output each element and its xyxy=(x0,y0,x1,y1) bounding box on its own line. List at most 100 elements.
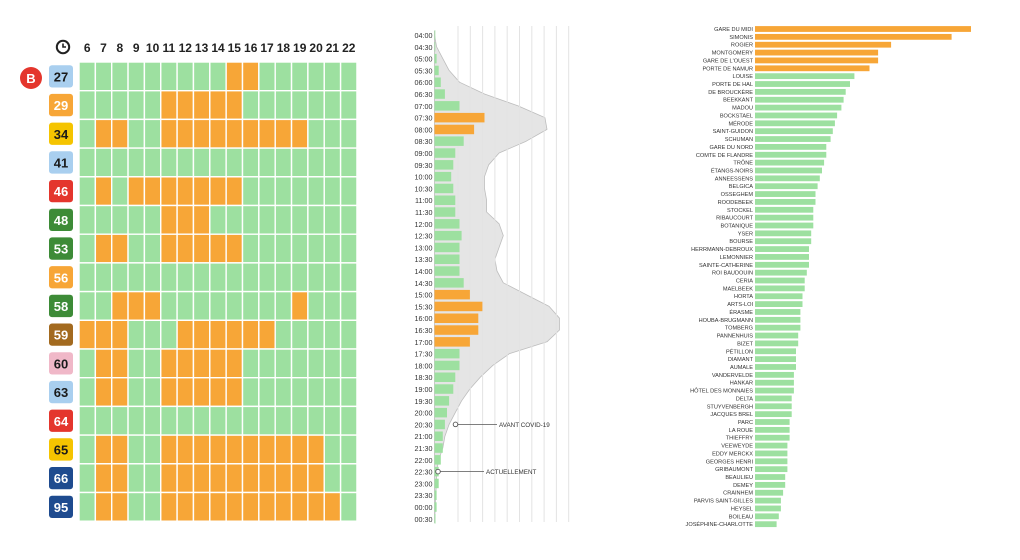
hour-label: 7 xyxy=(100,41,107,55)
hour-cell xyxy=(110,348,129,379)
hour-cell xyxy=(339,290,358,322)
station-label: BOTANIQUE xyxy=(720,224,753,230)
hour-cell xyxy=(143,434,162,465)
hour-cell xyxy=(127,89,146,121)
hour-cell xyxy=(160,405,178,436)
line-number: 95 xyxy=(54,500,68,515)
time-bar xyxy=(434,443,443,453)
line-badge xyxy=(49,180,73,203)
hour-cell xyxy=(290,463,309,494)
hour-cell xyxy=(78,463,97,494)
hour-cell xyxy=(323,61,342,92)
hour-cell xyxy=(160,176,178,207)
hour-cell xyxy=(110,233,129,264)
hour-cell xyxy=(258,434,276,465)
hour-cell xyxy=(225,491,244,522)
hour-label: 6 xyxy=(84,41,91,55)
time-label: 12:00 xyxy=(415,220,433,229)
station-bar xyxy=(755,285,805,292)
time-bar xyxy=(434,207,456,217)
hour-cell xyxy=(143,233,162,264)
hour-cell xyxy=(127,176,146,207)
hour-cell xyxy=(225,290,244,322)
station-bar xyxy=(755,33,952,40)
time-label: 08:30 xyxy=(415,137,433,146)
time-label: 00:30 xyxy=(415,515,433,524)
hour-cell xyxy=(241,89,260,121)
line-number: 53 xyxy=(54,242,68,257)
hour-cell xyxy=(127,377,146,408)
hour-cell xyxy=(258,463,276,494)
hour-cell xyxy=(78,290,97,322)
time-label: 16:30 xyxy=(415,326,433,335)
time-label: 15:30 xyxy=(415,302,433,311)
time-bar xyxy=(434,360,460,371)
station-bar xyxy=(755,88,846,95)
hour-cell xyxy=(127,491,146,522)
hour-cell xyxy=(78,262,97,293)
time-label: 04:00 xyxy=(415,31,433,40)
station-bar xyxy=(755,277,805,284)
station-label: HERRMANN-DEBROUX xyxy=(691,247,753,253)
hour-cell xyxy=(176,434,195,465)
hour-cell xyxy=(307,377,325,408)
station-label: TOMBERG xyxy=(725,326,753,332)
station-bar xyxy=(755,364,796,370)
hour-cell xyxy=(225,262,244,293)
station-label: MÉRODE xyxy=(728,120,753,127)
hour-cell xyxy=(290,89,309,121)
station-label: ROGIER xyxy=(731,43,753,49)
hour-cell xyxy=(258,204,276,235)
station-bar xyxy=(755,183,818,190)
line-badge xyxy=(49,208,73,231)
annotation-marker xyxy=(435,468,441,475)
hour-cell xyxy=(307,463,325,494)
station-bar xyxy=(755,41,892,48)
hour-cell xyxy=(209,89,227,121)
station-label: BEEKKANT xyxy=(723,98,753,104)
hour-cell xyxy=(192,89,211,121)
hour-cell xyxy=(192,204,211,235)
time-label: 10:00 xyxy=(415,173,433,182)
hour-cell xyxy=(241,377,260,408)
hour-cell xyxy=(143,176,162,207)
time-label: 16:00 xyxy=(415,314,433,323)
hour-cell xyxy=(290,434,309,465)
hour-cell xyxy=(94,118,113,149)
hour-cell xyxy=(143,348,162,379)
time-label: 09:00 xyxy=(415,149,433,158)
station-label: YSER xyxy=(738,231,753,237)
hour-cell xyxy=(258,348,276,379)
station-label: GARE DU NORD xyxy=(709,145,753,151)
hour-cell xyxy=(339,491,358,522)
hour-cell xyxy=(241,147,260,178)
time-bar xyxy=(434,325,479,335)
station-label: BOURSE xyxy=(729,239,753,245)
hour-cell xyxy=(110,377,129,408)
station-bar xyxy=(755,49,879,56)
hour-cell xyxy=(160,204,178,235)
time-bar xyxy=(434,289,470,300)
hour-cell xyxy=(192,147,211,178)
hour-label: 19 xyxy=(293,41,307,55)
hour-cell xyxy=(258,233,276,264)
hour-cell xyxy=(192,290,211,322)
hour-cell xyxy=(274,405,293,436)
station-label: COMTE DE FLANDRE xyxy=(696,153,753,159)
hour-cell xyxy=(78,434,97,465)
hour-cell xyxy=(209,319,227,350)
station-label: VEEWEYDE xyxy=(721,444,753,450)
hour-cell xyxy=(241,233,260,264)
hour-cell xyxy=(241,118,260,149)
station-bar xyxy=(755,144,827,150)
hour-cell xyxy=(241,348,260,379)
station-label: DEMEY xyxy=(733,483,753,489)
station-bar xyxy=(755,26,971,32)
hour-cell xyxy=(94,147,113,178)
hour-cell xyxy=(339,61,358,92)
hour-cell xyxy=(209,463,227,494)
hour-label: 15 xyxy=(228,41,242,55)
hour-cell xyxy=(94,233,113,264)
hour-cell xyxy=(110,290,129,322)
time-label: 21:30 xyxy=(415,444,433,453)
